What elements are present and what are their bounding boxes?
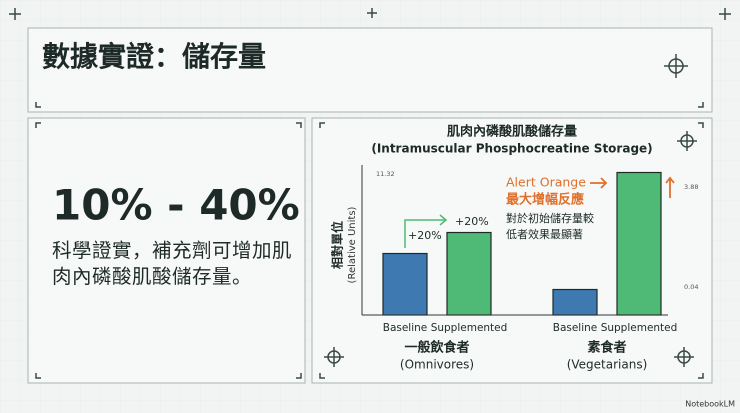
note-line: 對於初始儲存量較 (506, 211, 594, 225)
bar (382, 252, 428, 316)
decorations (9, 8, 731, 379)
x-tick-label: Baseline (553, 322, 598, 334)
group-label: 素食者 (587, 340, 626, 356)
y-axis-label: 相對單位 (330, 221, 345, 269)
marker-label: 3.88 (684, 183, 698, 191)
x-tick-label: Supplemented (601, 322, 678, 334)
marker-label: 11.32 (376, 170, 395, 178)
group-sublabel: (Vegetarians) (567, 358, 648, 372)
alert-arrow (590, 176, 675, 198)
chart-title: 肌肉內磷酸肌酸儲存量 (447, 124, 577, 140)
alert-title: 最大增幅反應 (506, 192, 584, 208)
bar (552, 288, 598, 316)
stat-range: 10% - 40% (52, 181, 300, 230)
group-sublabel: (Omnivores) (400, 358, 474, 372)
marker-label: 0.04 (684, 283, 698, 291)
brand: NotebookLM (685, 400, 735, 409)
gain-label: +20% (455, 215, 489, 228)
bar (616, 171, 662, 316)
stat-description: 科學證實，補充劑可增加肌肉內磷酸肌酸儲存量。 (52, 239, 293, 288)
gain-label: +20% (408, 229, 442, 242)
plot: Baseline Supplemented Baseline Supplemented (382, 171, 678, 334)
slide-title: 數據實證：儲存量 (42, 40, 266, 73)
note-line: 低者效果最顯著 (506, 227, 583, 241)
x-tick-label: Supplemented (431, 322, 508, 334)
title-panel (27, 27, 713, 113)
chart-subtitle: (Intramuscular Phosphocreatine Storage) (371, 142, 652, 156)
bar (446, 231, 492, 316)
group-label: 一般飲食者 (404, 340, 469, 356)
stat-panel (27, 117, 306, 384)
x-tick-label: Baseline (383, 322, 428, 334)
y-axis-sublabel: (Relative Units) (347, 206, 358, 283)
alert-label: Alert Orange (506, 175, 586, 190)
gain-arrow (404, 214, 448, 248)
